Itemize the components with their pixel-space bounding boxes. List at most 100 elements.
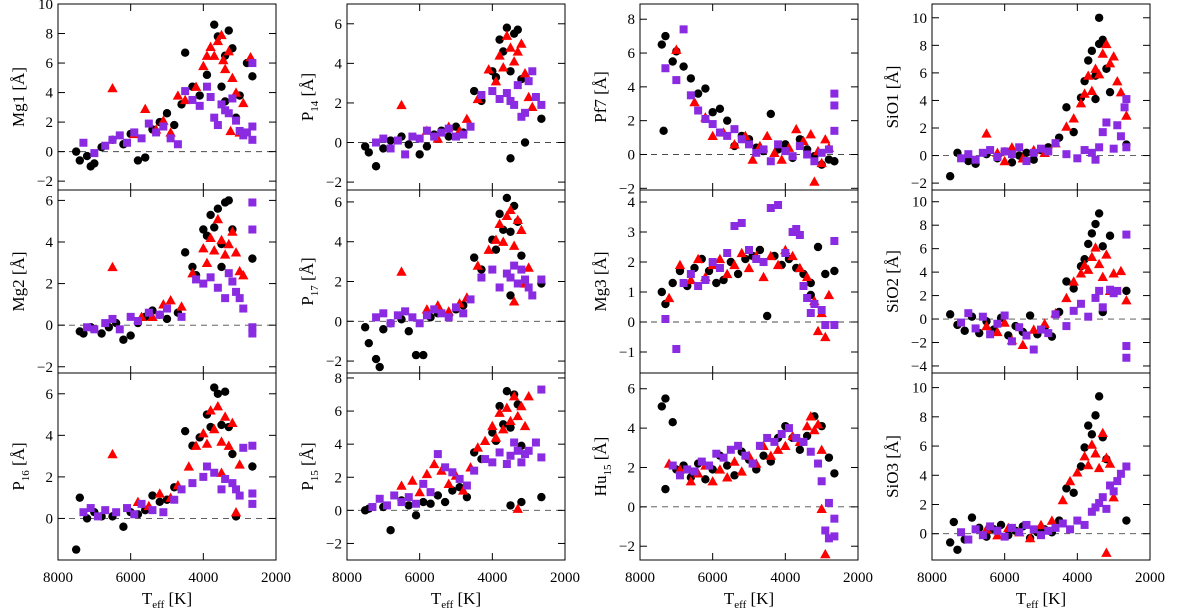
y-axis-label: Mg3 [Å] (591, 252, 610, 312)
series-purple-square (79, 59, 257, 158)
y-tick-label: −2 (619, 181, 635, 197)
y-tick-label: 0 (628, 147, 636, 163)
series-purple-square (957, 462, 1131, 544)
data-point (758, 271, 769, 282)
data-point (1090, 63, 1101, 73)
data-point (795, 231, 804, 239)
data-point (1122, 230, 1131, 239)
data-point (201, 257, 213, 267)
panel-SiO1: −2 0 2 4 6 8 10 SiO1 [Å] (883, 3, 1151, 192)
data-point (382, 501, 391, 510)
data-point (1098, 493, 1107, 502)
data-point (971, 324, 980, 333)
x-tick-label: 4000 (770, 570, 800, 586)
data-point (421, 468, 433, 479)
data-point (1091, 411, 1100, 420)
data-point (978, 312, 987, 321)
data-point (371, 354, 381, 364)
data-point (235, 294, 244, 303)
data-point (715, 128, 724, 137)
y-axis-label: P15 [Å] (298, 442, 321, 490)
data-point (404, 327, 413, 336)
data-point (1066, 525, 1075, 534)
data-point (945, 172, 955, 181)
y-axis-label-unit: [Å] (591, 71, 610, 95)
data-point (960, 326, 969, 335)
data-point (508, 390, 520, 401)
data-point (210, 383, 219, 392)
y-tick-label: 2 (920, 121, 928, 137)
data-point (1028, 324, 1039, 334)
data-point (1109, 487, 1118, 496)
data-point (404, 140, 413, 149)
data-point (820, 134, 831, 144)
series-purple-square (661, 25, 839, 166)
data-point (1039, 318, 1050, 328)
data-point (986, 146, 995, 155)
data-point (210, 113, 219, 122)
data-point (210, 468, 219, 477)
y-axis-label: SiO3 [Å] (883, 435, 902, 498)
data-point (776, 154, 787, 164)
data-point (1097, 427, 1108, 438)
data-point (774, 140, 783, 149)
y-tick-label: 8 (920, 218, 928, 234)
data-point (517, 458, 526, 467)
data-point (524, 283, 533, 292)
data-point (1037, 531, 1045, 540)
data-point (1091, 219, 1100, 229)
data-point (736, 247, 747, 258)
y-axis-label-subscript: 17 (309, 285, 321, 297)
data-point (993, 526, 1002, 535)
data-point (137, 499, 146, 508)
y-tick-label: 4 (335, 437, 343, 453)
y-axis-label-unit: [Å] (298, 442, 317, 470)
y-axis-label-unit: [Å] (9, 67, 28, 91)
data-point (685, 476, 697, 486)
data-point (683, 465, 692, 474)
y-tick-label: −2 (326, 175, 342, 191)
data-point (502, 193, 512, 203)
data-point (806, 309, 815, 317)
y-axis-label-unit: [Å] (591, 252, 610, 276)
data-point (1000, 532, 1009, 541)
data-point (90, 149, 99, 158)
data-point (1113, 286, 1122, 295)
data-point (199, 472, 208, 481)
data-point (945, 538, 955, 547)
y-tick-label: −2 (37, 174, 53, 190)
data-point (235, 491, 244, 500)
x-axis-label-subscript: eff (152, 599, 164, 611)
data-point (448, 468, 457, 477)
data-point (154, 488, 165, 498)
data-point (1035, 519, 1047, 530)
data-point (201, 438, 213, 448)
data-point (426, 488, 435, 497)
data-point (830, 266, 839, 276)
data-point (986, 522, 995, 531)
data-point (734, 441, 743, 450)
data-point (232, 485, 241, 494)
y-axis-label-unit: [Å] (9, 442, 28, 470)
y-tick-label: 0 (335, 314, 343, 330)
y-tick-label: −2 (619, 539, 635, 555)
data-point (830, 101, 839, 110)
x-axis-label: Teff [K] (431, 589, 481, 611)
y-tick-label: 2 (335, 470, 343, 486)
data-point (521, 108, 530, 117)
data-point (661, 484, 670, 494)
data-point (469, 86, 479, 96)
data-point (668, 461, 677, 470)
data-point (212, 213, 224, 224)
data-point (830, 321, 839, 329)
data-point (216, 29, 227, 40)
y-axis-label-main: SiO3 (883, 459, 902, 498)
data-point (830, 532, 839, 541)
data-point (971, 525, 980, 534)
data-point (1006, 142, 1018, 152)
data-point (830, 237, 839, 245)
data-point (953, 545, 962, 554)
data-point (205, 405, 216, 415)
data-point (672, 76, 681, 85)
y-tick-label: 1 (628, 285, 636, 301)
